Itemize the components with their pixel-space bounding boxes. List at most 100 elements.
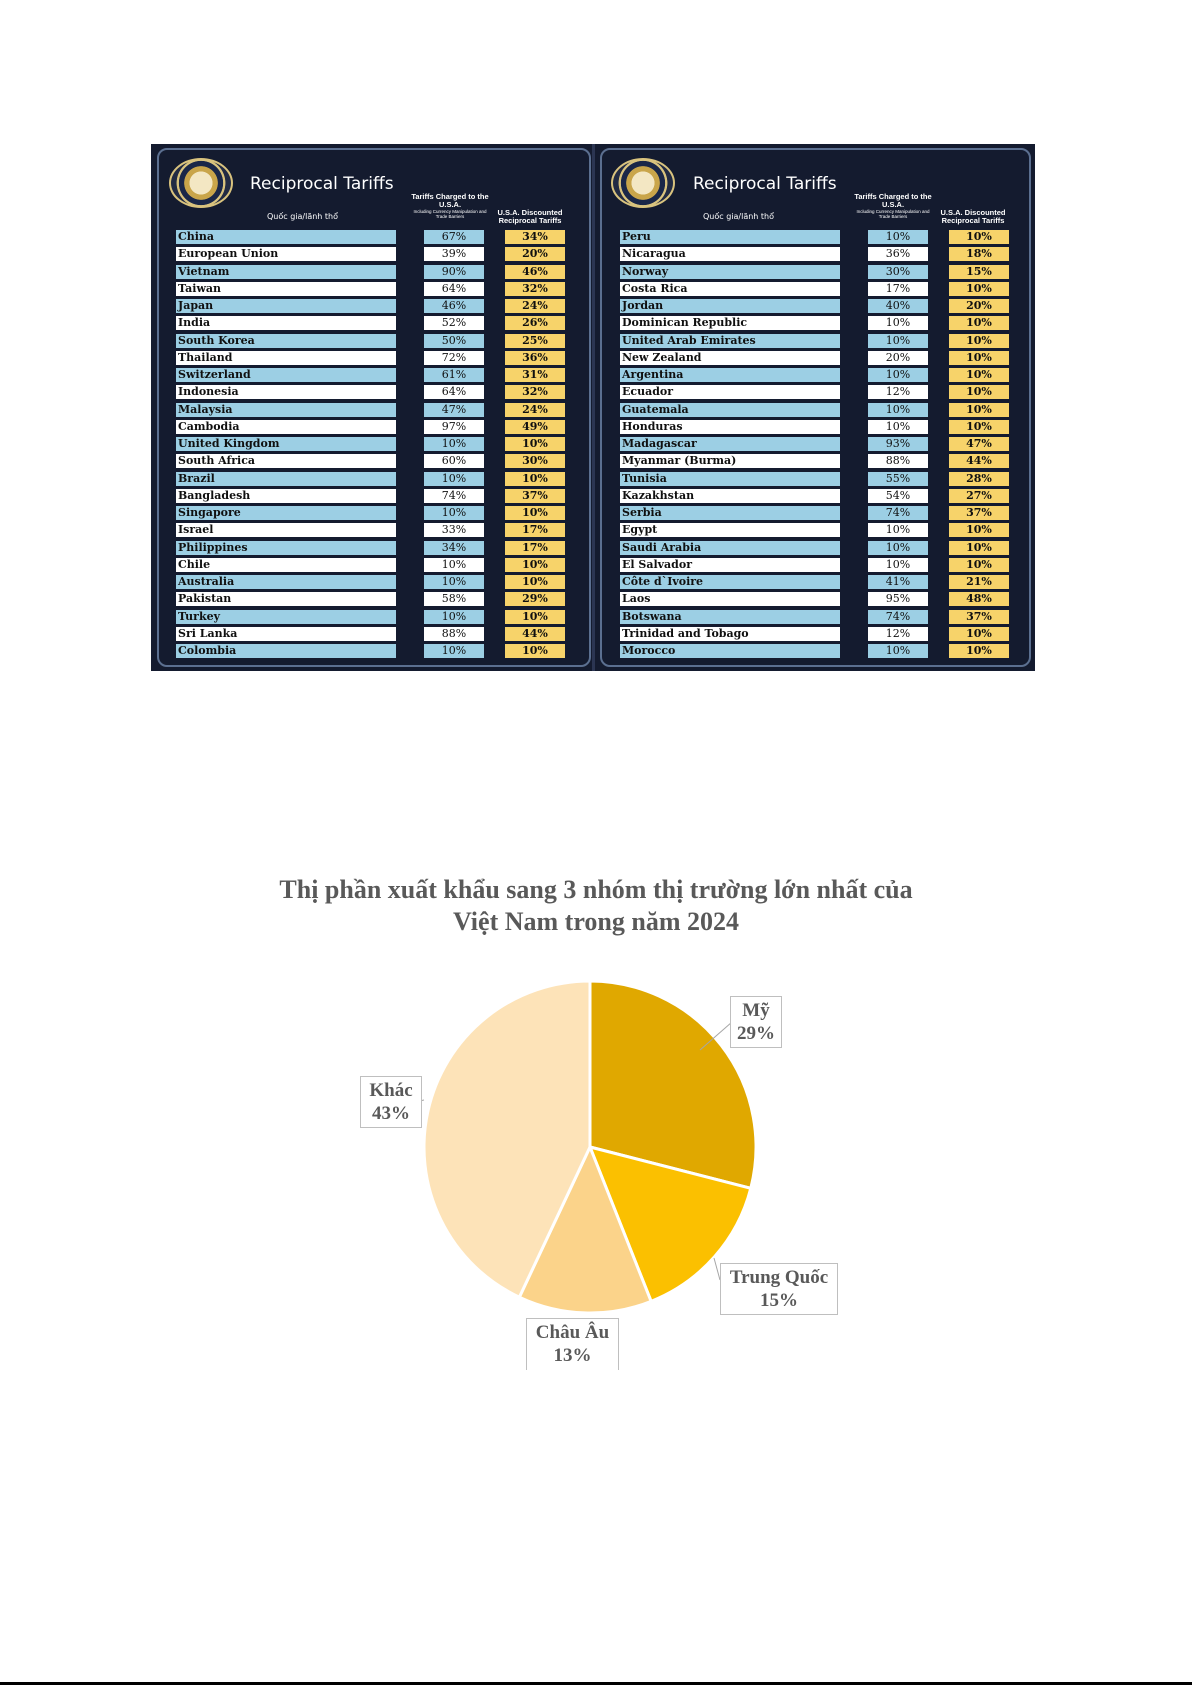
- tariff-row: Saudi Arabia 10% 10%: [620, 540, 1010, 555]
- country-cell: India: [176, 316, 396, 331]
- discount-cell: 10%: [505, 609, 565, 624]
- charged-cell: 64%: [424, 385, 484, 400]
- tariff-panel-left: [157, 148, 591, 667]
- charged-cell: 30%: [868, 264, 928, 279]
- country-cell: Serbia: [620, 506, 840, 520]
- charged-cell: 12%: [868, 626, 928, 641]
- discount-cell: 10%: [949, 230, 1009, 244]
- tariff-title-right: Reciprocal Tariffs: [693, 174, 837, 194]
- tariff-row: United Kingdom 10% 10%: [176, 437, 566, 451]
- discount-cell: 24%: [505, 402, 565, 417]
- charged-cell: 10%: [424, 557, 484, 572]
- tariff-row: Peru 10% 10%: [620, 230, 1010, 244]
- discount-cell: 10%: [949, 316, 1009, 331]
- discount-cell: 26%: [505, 316, 565, 331]
- country-cell: Bangladesh: [176, 488, 396, 503]
- country-cell: Trinidad and Tobago: [620, 626, 840, 641]
- tariff-row: Côte d`Ivoire 41% 21%: [620, 575, 1010, 589]
- tariff-row: Cambodia 97% 49%: [176, 419, 566, 434]
- pie-slice-3: [422, 979, 592, 1300]
- tariff-row: Botswana 74% 37%: [620, 609, 1010, 624]
- country-cell: Egypt: [620, 523, 840, 538]
- charged-cell: 10%: [868, 316, 928, 331]
- charged-cell: 58%: [424, 592, 484, 607]
- charged-cell: 88%: [424, 626, 484, 641]
- country-cell: United Kingdom: [176, 437, 396, 451]
- discount-cell: 10%: [949, 368, 1009, 382]
- panel-divider: [592, 144, 595, 671]
- country-cell: Jordan: [620, 299, 840, 313]
- chart-title: Thị phần xuất khẩu sang 3 nhóm thị trườn…: [160, 874, 1032, 938]
- charged-cell: 67%: [424, 230, 484, 244]
- discount-cell: 17%: [505, 523, 565, 538]
- tariff-row: Israel 33% 17%: [176, 523, 566, 538]
- page-bottom-rule: [0, 1682, 1192, 1685]
- charged-cell: 40%: [868, 299, 928, 313]
- tariff-row: Colombia 10% 10%: [176, 644, 566, 658]
- discount-cell: 10%: [949, 350, 1009, 365]
- charged-cell: 10%: [868, 402, 928, 417]
- pie-label-khac: Khác 43%: [360, 1076, 422, 1128]
- discount-cell: 10%: [505, 437, 565, 451]
- country-cell: New Zealand: [620, 350, 840, 365]
- discount-cell: 46%: [505, 264, 565, 279]
- charged-cell: 10%: [424, 506, 484, 520]
- country-cell: Dominican Republic: [620, 316, 840, 331]
- country-cell: El Salvador: [620, 557, 840, 572]
- tariff-row: India 52% 26%: [176, 316, 566, 331]
- tariff-row: South Africa 60% 30%: [176, 454, 566, 469]
- charged-cell: 74%: [868, 506, 928, 520]
- charged-cell: 39%: [424, 247, 484, 262]
- charged-cell: 95%: [868, 592, 928, 607]
- charged-cell: 74%: [424, 488, 484, 503]
- country-cell: Philippines: [176, 540, 396, 555]
- charged-cell: 20%: [868, 350, 928, 365]
- tariff-row: Trinidad and Tobago 12% 10%: [620, 626, 1010, 641]
- country-cell: Sri Lanka: [176, 626, 396, 641]
- pie-leader-line: [713, 1257, 721, 1281]
- country-cell: Colombia: [176, 644, 396, 658]
- charged-cell: 54%: [868, 488, 928, 503]
- country-cell: Costa Rica: [620, 281, 840, 296]
- pie-leader-line: [699, 1021, 733, 1051]
- tariff-row: Philippines 34% 17%: [176, 540, 566, 555]
- discount-cell: 18%: [949, 247, 1009, 262]
- country-cell: Brazil: [176, 471, 396, 486]
- discount-cell: 47%: [949, 437, 1009, 451]
- discount-cell: 10%: [949, 419, 1009, 434]
- tariff-row: Morocco 10% 10%: [620, 644, 1010, 658]
- presidential-seal-icon: [169, 158, 233, 208]
- charged-cell: 61%: [424, 368, 484, 382]
- discount-cell: 10%: [949, 626, 1009, 641]
- pie-slice-1: [587, 1144, 753, 1304]
- discount-cell: 20%: [949, 299, 1009, 313]
- charged-cell: 52%: [424, 316, 484, 331]
- country-header-right: Quốc gia/lãnh thổ: [703, 212, 775, 221]
- discount-cell: 32%: [505, 385, 565, 400]
- charged-cell: 47%: [424, 402, 484, 417]
- tariff-row: Indonesia 64% 32%: [176, 385, 566, 400]
- discount-cell: 25%: [505, 333, 565, 348]
- discount-header-right: U.S.A. Discounted Reciprocal Tariffs: [940, 208, 1006, 225]
- tariff-row: Kazakhstan 54% 27%: [620, 488, 1010, 503]
- charged-cell: 10%: [424, 644, 484, 658]
- country-cell: Laos: [620, 592, 840, 607]
- country-cell: Switzerland: [176, 368, 396, 382]
- country-cell: Israel: [176, 523, 396, 538]
- charged-cell: 10%: [424, 609, 484, 624]
- tariff-row: Guatemala 10% 10%: [620, 402, 1010, 417]
- discount-cell: 30%: [505, 454, 565, 469]
- charged-cell: 10%: [424, 437, 484, 451]
- tariff-row: Vietnam 90% 46%: [176, 264, 566, 279]
- tariff-row: Taiwan 64% 32%: [176, 281, 566, 296]
- tariff-row: Dominican Republic 10% 10%: [620, 316, 1010, 331]
- discount-cell: 10%: [949, 644, 1009, 658]
- charged-cell: 10%: [868, 557, 928, 572]
- discount-header-left: U.S.A. Discounted Reciprocal Tariffs: [497, 208, 563, 225]
- country-cell: Morocco: [620, 644, 840, 658]
- charged-cell: 41%: [868, 575, 928, 589]
- tariff-row: El Salvador 10% 10%: [620, 557, 1010, 572]
- discount-cell: 44%: [949, 454, 1009, 469]
- discount-cell: 36%: [505, 350, 565, 365]
